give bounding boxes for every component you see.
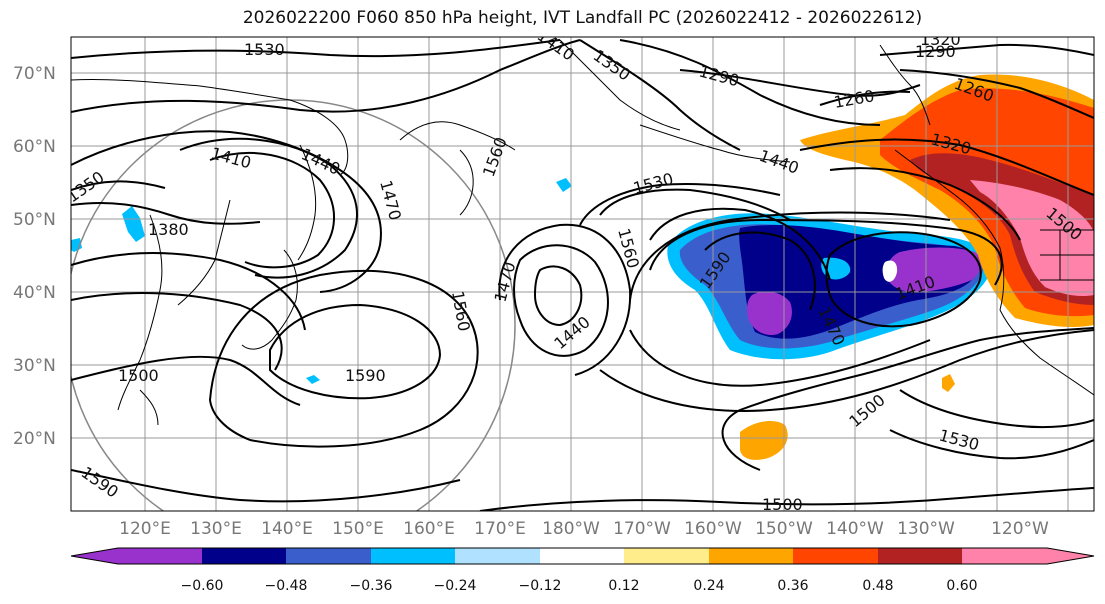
lat-label: 30°N <box>13 356 56 376</box>
ivt-shade-kamchatka <box>556 178 572 192</box>
ivt-positive-anomaly <box>740 74 1094 460</box>
colorbar-swatch <box>286 548 371 564</box>
colorbar-swatch <box>540 548 624 564</box>
colorbar-tick-label: −0.60 <box>181 578 224 594</box>
ivt-negative-anomaly <box>71 178 992 384</box>
lat-label: 60°N <box>13 137 56 157</box>
height-contours <box>71 39 1094 511</box>
colorbar-tick-label: 0.48 <box>862 578 893 594</box>
lon-label: 160°E <box>403 519 455 539</box>
colorbar-tick-label: 0.36 <box>777 578 808 594</box>
contour-label: 1500 <box>118 366 159 385</box>
lon-label: 130°W <box>897 519 955 539</box>
colorbar-tick-label: −0.12 <box>519 578 562 594</box>
colorbar-swatch <box>1047 548 1094 564</box>
lon-label: 120°E <box>119 519 171 539</box>
ivt-shade-plus-060 <box>970 180 1094 297</box>
contour-label: 1500 <box>762 495 803 514</box>
colorbar: −0.60 −0.48 −0.36 −0.24 −0.12 0.12 0.24 … <box>70 547 1095 594</box>
colorbar-tick-label: 0.24 <box>693 578 724 594</box>
lon-label: 160°W <box>684 519 742 539</box>
colorbar-tick-label: −0.48 <box>265 578 308 594</box>
ivt-shade-hawaii-region <box>740 420 788 460</box>
colorbar-swatch <box>71 548 118 564</box>
coastlines <box>71 39 1094 426</box>
colorbar-tick-label: −0.24 <box>434 578 477 594</box>
contour-label: 1590 <box>345 366 386 385</box>
lon-label: 140°E <box>261 519 313 539</box>
lat-label: 40°N <box>13 283 56 303</box>
colorbar-swatch <box>371 548 455 564</box>
lon-label: 130°E <box>190 519 242 539</box>
ivt-shade-speck-b <box>942 374 955 392</box>
colorbar-swatch <box>624 548 709 564</box>
ivt-shade-speck <box>306 375 320 384</box>
ivt-shade-minus-060b <box>747 291 792 336</box>
lon-label: 170°W <box>613 519 671 539</box>
longitude-axis: 120°E 130°E 140°E 150°E 160°E 170°E 180°… <box>119 519 1049 539</box>
colorbar-tick-label: 0.12 <box>608 578 639 594</box>
contour-label: 1290 <box>915 42 956 61</box>
lon-label: 180°W <box>542 519 600 539</box>
colorbar-tick-label: −0.36 <box>350 578 393 594</box>
lat-label: 20°N <box>13 429 56 449</box>
ivt-shade-west-edge <box>71 238 82 252</box>
lat-label: 50°N <box>13 210 56 230</box>
colorbar-swatch <box>118 548 202 564</box>
lon-label: 120°W <box>991 519 1049 539</box>
colorbar-swatch <box>878 548 962 564</box>
colorbar-tick-label: 0.60 <box>946 578 977 594</box>
lon-label: 140°W <box>826 519 884 539</box>
lon-label: 150°W <box>755 519 813 539</box>
ivt-shade-japan-sea <box>122 206 145 242</box>
colorbar-swatch <box>202 548 286 564</box>
colorbar-swatch <box>709 548 793 564</box>
ivt-shade-minus-060a <box>886 247 982 293</box>
map-frame <box>70 36 1095 512</box>
contour-label: 1530 <box>244 40 285 59</box>
contour-label: 1320 <box>920 30 961 49</box>
map-title: 2026022200 F060 850 hPa height, IVT Land… <box>242 8 923 28</box>
ivt-hole <box>882 260 898 282</box>
contour-label: 1380 <box>148 220 189 239</box>
latitude-axis: 70°N 60°N 50°N 40°N 30°N 20°N <box>13 64 56 449</box>
colorbar-swatch <box>455 548 540 564</box>
lat-label: 70°N <box>13 64 56 84</box>
colorbar-swatch <box>962 548 1047 564</box>
colorbar-outline <box>70 547 1095 565</box>
lon-label: 150°E <box>332 519 384 539</box>
colorbar-swatch <box>793 548 878 564</box>
lon-label: 170°E <box>474 519 526 539</box>
